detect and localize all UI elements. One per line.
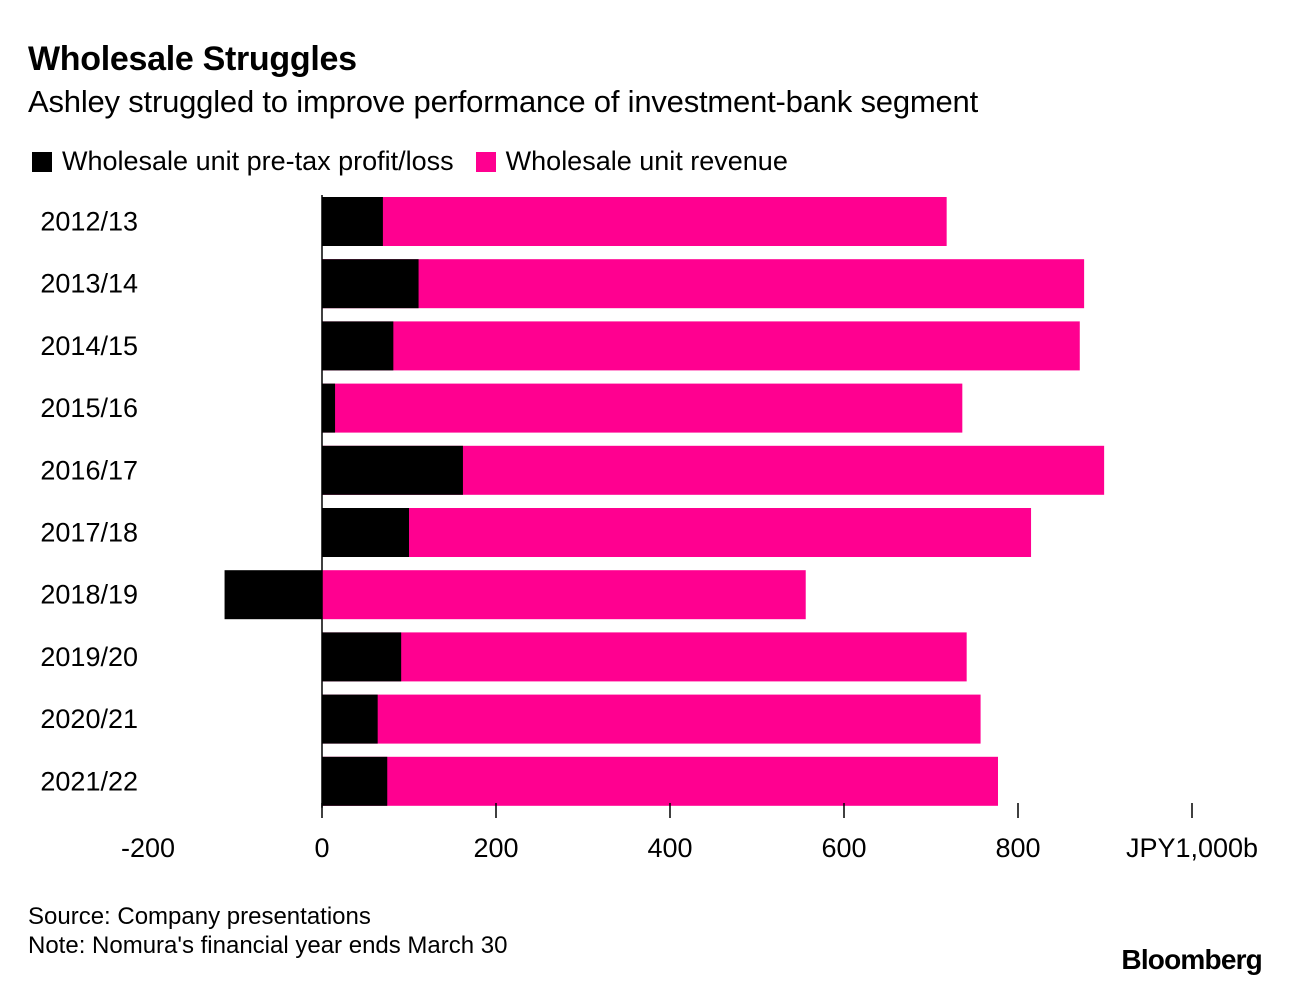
x-tick-label: 800	[995, 833, 1040, 863]
source-note: Source: Company presentations	[28, 903, 371, 930]
revenue-bar	[322, 756, 998, 806]
x-tick-label: 0	[314, 833, 329, 863]
bloomberg-logo: Bloomberg	[1121, 944, 1262, 975]
category-label: 2014/15	[40, 331, 138, 361]
profit-bar	[322, 321, 394, 371]
revenue-bar	[322, 259, 1085, 309]
legend-label-revenue: Wholesale unit revenue	[505, 146, 788, 176]
profit-bar	[322, 445, 463, 495]
category-label: 2019/20	[40, 642, 138, 672]
profit-bar	[322, 694, 378, 744]
x-tick-label: 200	[473, 833, 518, 863]
revenue-bar	[322, 694, 981, 744]
revenue-bar	[322, 632, 967, 682]
x-tick-label: 600	[821, 833, 866, 863]
category-label: 2020/21	[40, 704, 138, 734]
category-label: 2013/14	[40, 269, 138, 299]
chart-subtitle: Ashley struggled to improve performance …	[28, 84, 978, 119]
profit-bar	[322, 383, 336, 433]
legend-item-revenue: Wholesale unit revenue	[475, 146, 788, 177]
category-label: 2018/19	[40, 580, 138, 610]
legend-item-profit: Wholesale unit pre-tax profit/loss	[32, 146, 454, 177]
profit-bar	[322, 756, 388, 806]
revenue-bar	[322, 321, 1080, 371]
x-axis-unit-label: JPY1,000b	[1126, 833, 1258, 863]
profit-bar	[224, 570, 322, 620]
x-tick-label: 400	[647, 833, 692, 863]
legend-label-profit: Wholesale unit pre-tax profit/loss	[62, 146, 454, 176]
legend-swatch-revenue	[475, 151, 496, 172]
revenue-bar	[322, 508, 1032, 557]
category-label: 2021/22	[40, 766, 138, 796]
x-tick-label: -200	[121, 833, 175, 863]
category-label: 2012/13	[40, 207, 138, 237]
chart-title: Wholesale Struggles	[28, 40, 357, 78]
profit-bar	[322, 259, 419, 309]
profit-bar	[322, 508, 409, 557]
category-label: 2017/18	[40, 518, 138, 548]
profit-bar	[322, 197, 383, 246]
legend: Wholesale unit pre-tax profit/loss Whole…	[32, 146, 810, 177]
category-label: 2016/17	[40, 455, 138, 485]
footnote: Note: Nomura's financial year ends March…	[28, 932, 508, 959]
legend-swatch-profit	[32, 151, 52, 172]
revenue-bar	[322, 570, 806, 620]
category-label: 2015/16	[40, 393, 138, 423]
revenue-bar	[322, 383, 963, 433]
revenue-bar	[322, 197, 947, 246]
profit-bar	[322, 632, 402, 682]
